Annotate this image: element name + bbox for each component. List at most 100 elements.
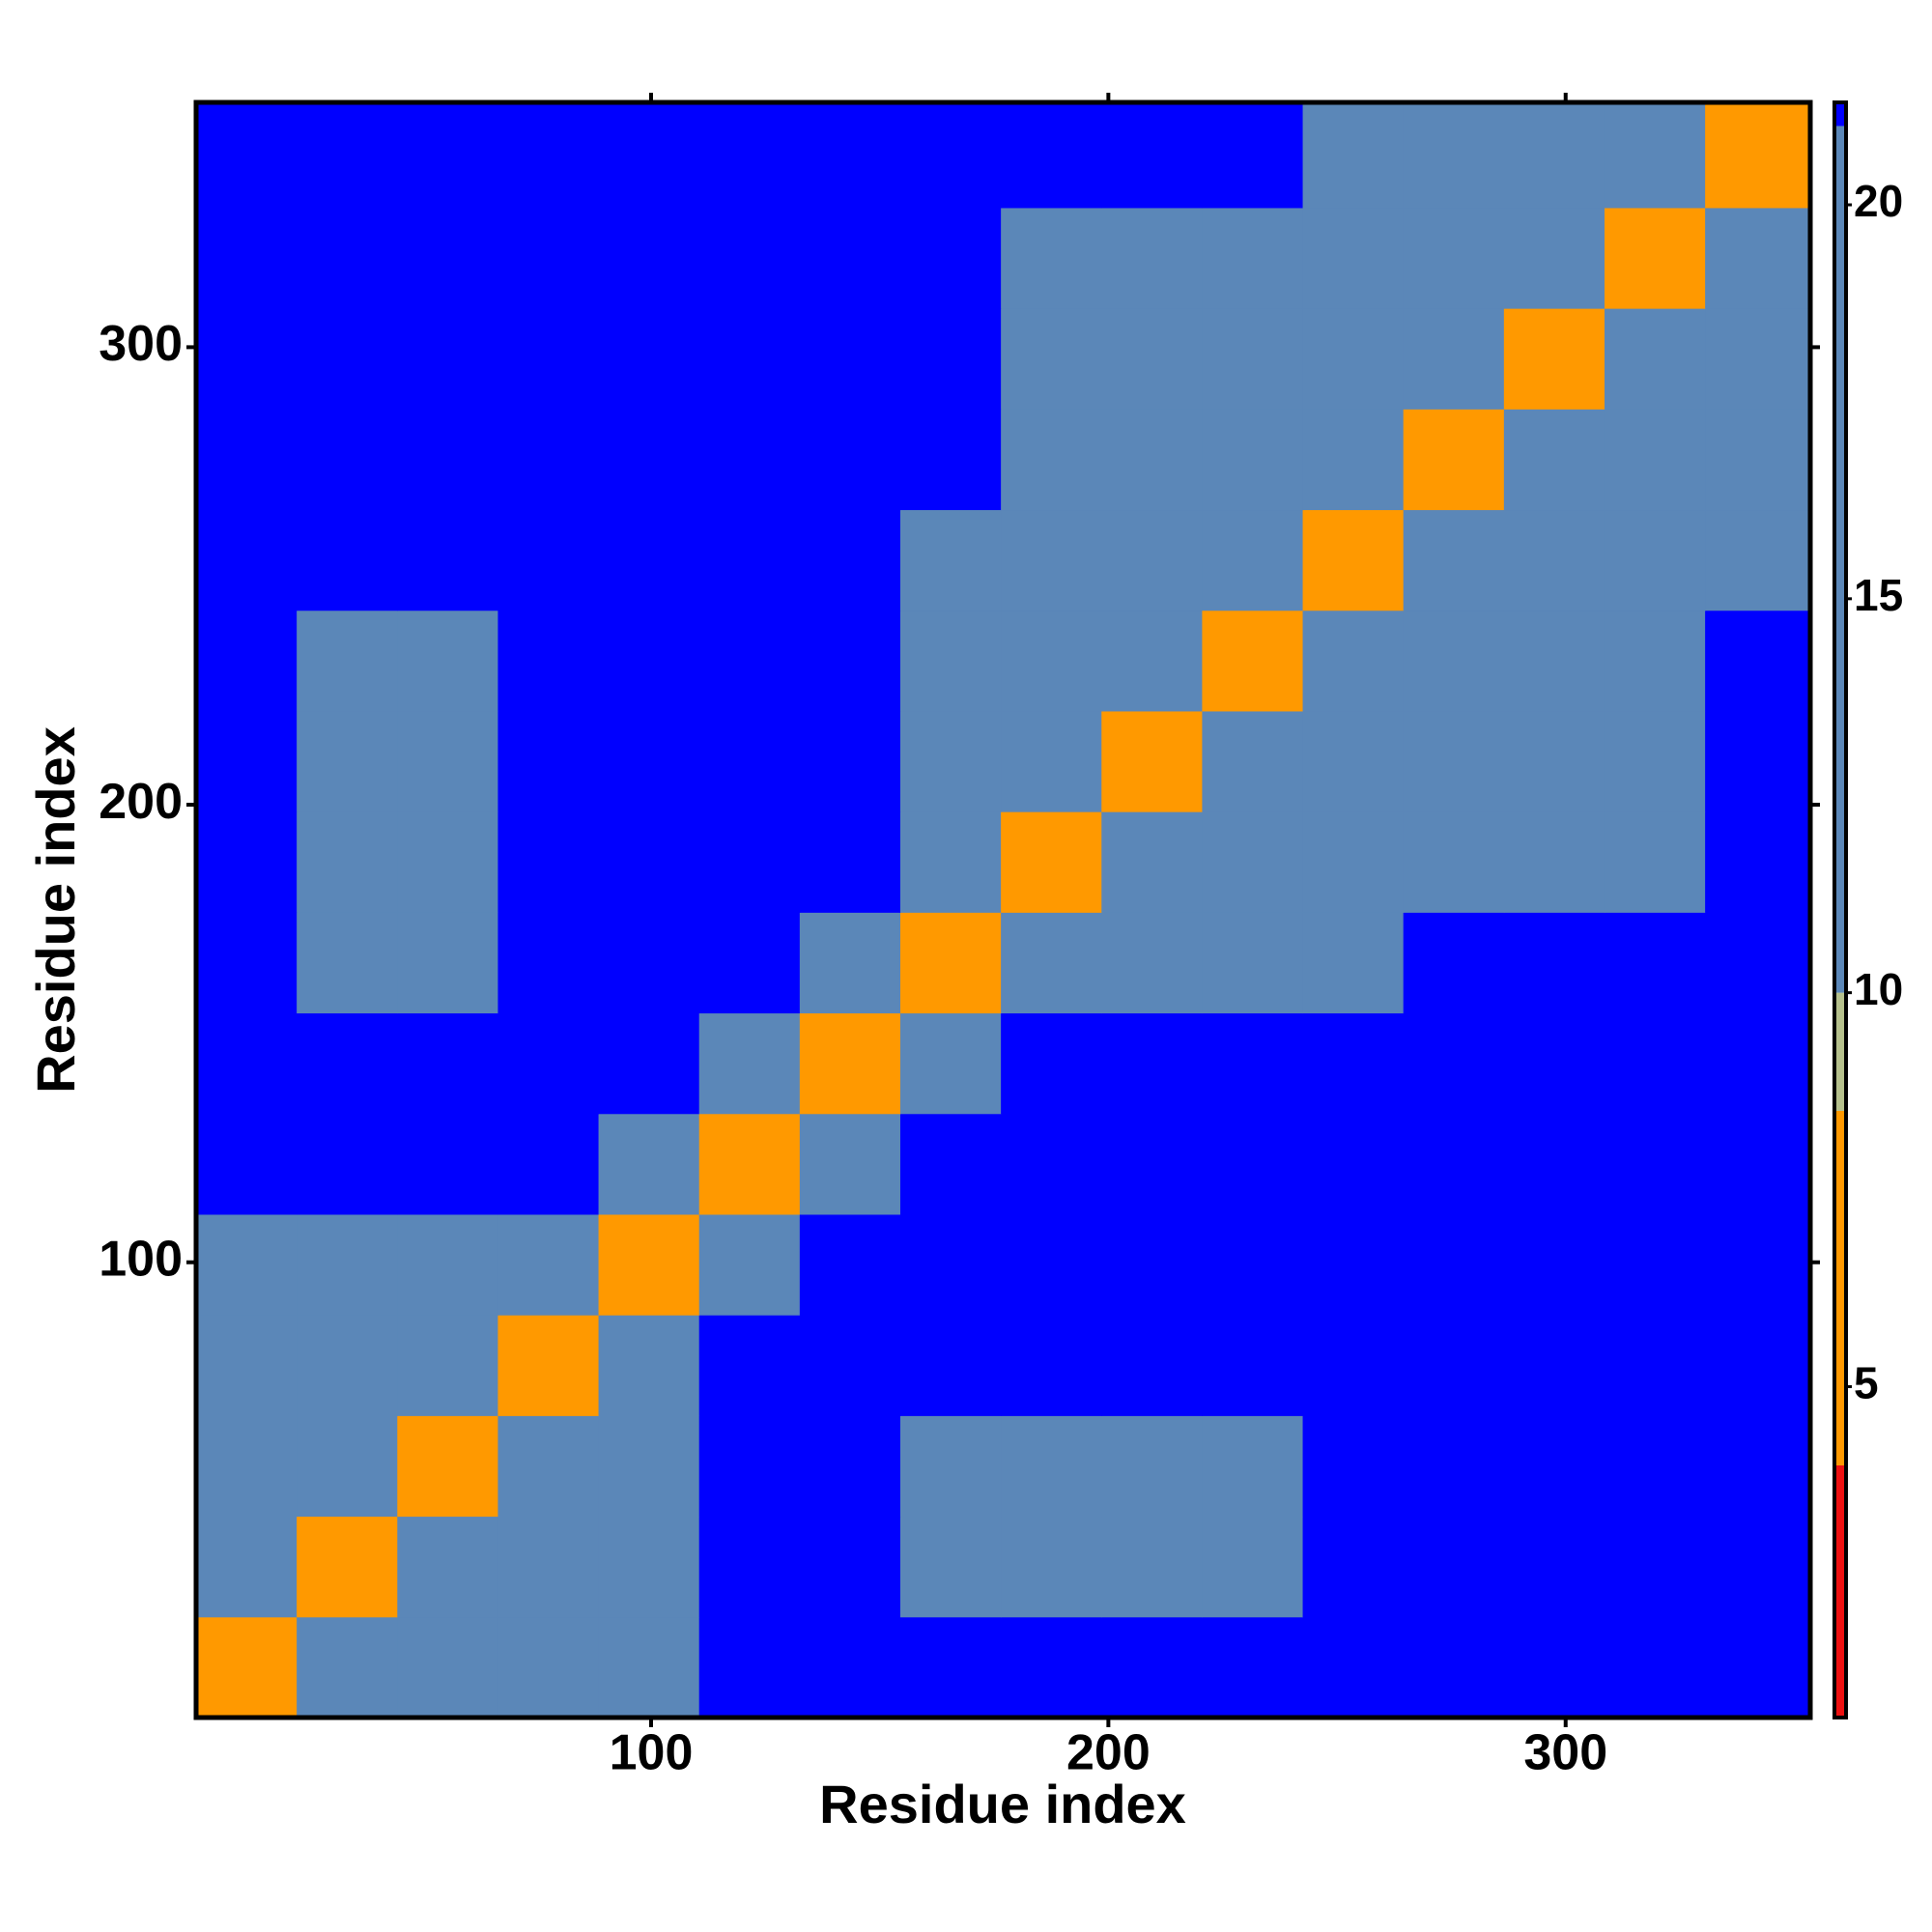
heatmap-cell [1503,308,1605,410]
heatmap-cell [1403,1213,1505,1316]
heatmap-cell [598,610,700,712]
heatmap-cell [1302,1616,1405,1719]
heatmap-cell [1705,1516,1811,1618]
heatmap-cell [1705,1213,1811,1316]
heatmap-cell [397,1415,498,1518]
heatmap-cell [1001,710,1102,812]
heatmap-cell [1403,102,1505,209]
heatmap-cell [1101,1012,1203,1115]
heatmap-cell [397,509,498,611]
heatmap-cell [397,1315,498,1416]
heatmap-cell [899,710,1002,812]
heatmap-cell [497,207,600,309]
heatmap-cell [1403,811,1505,913]
colorbar-tick-label: 10 [1854,964,1903,1014]
heatmap-cell [497,1315,600,1416]
heatmap-cell [1302,811,1405,913]
heatmap-cell [1001,1315,1102,1416]
heatmap-cell [1101,1415,1203,1518]
heatmap-cell [497,1113,600,1215]
y-tick-label: 300 [99,316,183,372]
heatmap-cell [497,409,600,511]
colorbar-segment [1834,102,1846,127]
heatmap-cell [1604,1415,1706,1518]
heatmap-cell [1302,308,1405,410]
heatmap-cell [497,710,600,812]
heatmap-cell [899,409,1002,511]
x-tick-label: 100 [610,1725,694,1781]
heatmap-cell [1302,710,1405,812]
heatmap-cell [196,1213,298,1316]
heatmap-cell [698,308,801,410]
heatmap-cell [1001,1516,1102,1618]
heatmap-cell [497,811,600,913]
colorbar-tick-label: 15 [1854,570,1903,620]
heatmap-cell [1604,207,1706,309]
heatmap-cell [598,509,700,611]
heatmap-cell [1503,509,1605,611]
heatmap-cell [1202,102,1304,209]
heatmap-cell [1001,308,1102,410]
heatmap-cell [698,409,801,511]
heatmap-cell [598,1415,700,1518]
heatmap-cell [1202,912,1304,1014]
y-tick-label: 200 [99,774,183,830]
heatmap-cell [397,811,498,913]
heatmap-cell [799,710,901,812]
heatmap-cell [297,102,398,209]
heatmap-cell [1403,912,1505,1014]
heatmap-cell [1705,1415,1811,1518]
heatmap-cell [698,1415,801,1518]
heatmap-cell [196,308,298,410]
heatmap-cell [799,1012,901,1115]
heatmap-cell [899,610,1002,712]
heatmap-cell [497,102,600,209]
heatmap-cell [799,811,901,913]
heatmap-cell [1302,912,1405,1014]
heatmap-cell [1705,1113,1811,1215]
heatmap-cell [1503,1213,1605,1316]
colorbar-segment [1834,992,1846,1111]
heatmap-cell [297,409,398,511]
heatmap-cell [1503,811,1605,913]
heatmap-cell [397,1113,498,1215]
heatmap-cell [1403,1315,1505,1416]
heatmap-cell [1101,1516,1203,1618]
heatmap-cell [297,912,398,1014]
heatmap-cell [799,308,901,410]
plot-frame [193,99,1813,1720]
heatmap-cell [1001,1213,1102,1316]
heatmap-cell [598,1516,700,1618]
heatmap-cell [1705,610,1811,712]
heatmap-cell [1101,912,1203,1014]
heatmap-cell [397,1213,498,1316]
heatmap-cell [196,1415,298,1518]
heatmap-cell [698,1315,801,1416]
heatmap-cell [297,1113,398,1215]
heatmap-cell [799,1516,901,1618]
heatmap-cell [799,509,901,611]
heatmap-cell [1705,102,1811,209]
heatmap-cell [196,409,298,511]
heatmap-cell [297,308,398,410]
heatmap-cell [297,1213,398,1316]
heatmap-cell [1202,1616,1304,1719]
heatmap-cell [1403,1113,1505,1215]
heatmap-cell [397,912,498,1014]
heatmap-cell [1503,1516,1605,1618]
heatmap-cell [799,1415,901,1518]
heatmap-cell [196,1616,298,1719]
heatmap-cell [196,1012,298,1115]
heatmap-cell [1705,409,1811,511]
heatmap-cell [196,912,298,1014]
heatmap-cell [1302,1415,1405,1518]
heatmap-cell [1202,207,1304,309]
heatmap-cell [1101,308,1203,410]
heatmap-cell [1403,1415,1505,1518]
heatmap-cell [1101,409,1203,511]
heatmap-cell [397,610,498,712]
heatmap-cell [698,1516,801,1618]
heatmap-cell [1302,1213,1405,1316]
heatmap-cell [196,710,298,812]
heatmap-cell [397,308,498,410]
